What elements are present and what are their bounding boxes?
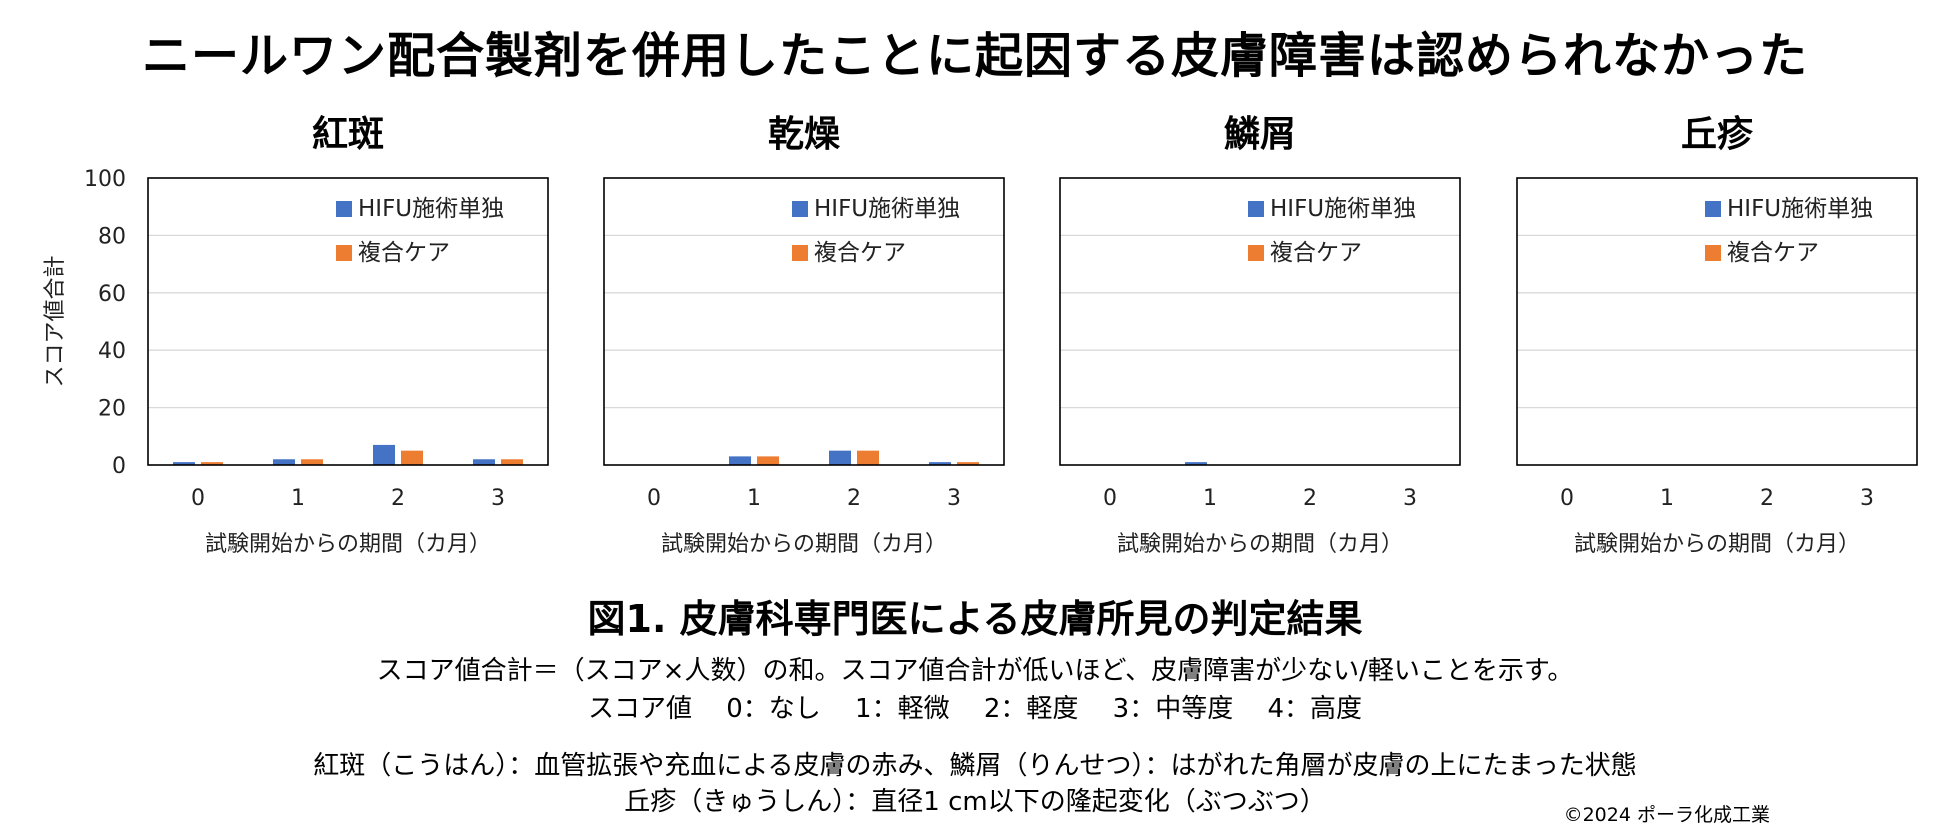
figure-caption: 図1. 皮膚科専門医による皮膚所見の判定結果 xyxy=(587,597,1363,641)
y-axis-label: スコア値合計 xyxy=(43,255,68,387)
plot-frame xyxy=(603,177,1005,466)
x-tick-label: 0 xyxy=(647,486,661,511)
x-tick-label: 0 xyxy=(191,486,205,511)
plot-frame xyxy=(1516,177,1918,466)
x-tick-label: 2 xyxy=(1303,486,1317,511)
x-tick-label: 1 xyxy=(1203,486,1217,511)
bar-1-series-1 xyxy=(1185,462,1207,465)
bar-1-series-2 xyxy=(757,456,779,465)
legend-swatch xyxy=(1705,245,1721,261)
legend-label: 複合ケア xyxy=(814,240,906,266)
bar-2-series-1 xyxy=(373,444,395,465)
plot-frame xyxy=(147,177,549,466)
bar-2-series-1 xyxy=(829,450,851,465)
x-tick-label: 1 xyxy=(747,486,761,511)
bar-1-series-2 xyxy=(301,459,323,465)
x-tick-label: 2 xyxy=(1760,486,1774,511)
x-tick-label: 3 xyxy=(491,486,505,511)
legend-label: HIFU施術単独 xyxy=(358,196,504,222)
legend-label: HIFU施術単独 xyxy=(814,196,960,222)
bar-1-series-1 xyxy=(729,456,751,465)
score-definition-note: スコア値合計＝（スコア×人数）の和。スコア値合計が低いほど、皮膚障害が少ない/軽… xyxy=(376,656,1574,686)
page-title: ニールワン配合製剤を併用したことに起因する皮膚障害は認められなかった xyxy=(141,28,1808,84)
term-definition-note-2: 丘疹（きゅうしん）：直径1 cm以下の隆起変化（ぶつぶつ） xyxy=(624,787,1326,817)
legend-label: 複合ケア xyxy=(358,240,450,266)
y-tick-label: 100 xyxy=(84,167,126,192)
y-tick-label: 60 xyxy=(98,282,126,307)
x-tick-label: 2 xyxy=(847,486,861,511)
bar-1-series-1 xyxy=(273,459,295,465)
legend-swatch xyxy=(336,201,352,217)
bar-0-series-1 xyxy=(173,462,195,465)
legend-swatch xyxy=(792,245,808,261)
x-tick-label: 0 xyxy=(1560,486,1574,511)
bar-2-series-2 xyxy=(857,450,879,465)
x-tick-label: 1 xyxy=(1660,486,1674,511)
score-scale-note: スコア値 0：なし 1：軽微 2：軽度 3：中等度 4：高度 xyxy=(587,694,1363,724)
legend-swatch xyxy=(1705,201,1721,217)
y-tick-label: 40 xyxy=(98,339,126,364)
x-tick-label: 3 xyxy=(947,486,961,511)
bar-2-series-2 xyxy=(401,450,423,465)
panel-title-scaling: 鱗屑 xyxy=(1223,114,1296,155)
legend-swatch xyxy=(336,245,352,261)
bar-3-series-1 xyxy=(929,462,951,465)
x-axis-label: 試験開始からの期間（カ月） xyxy=(1117,532,1403,557)
bar-3-series-1 xyxy=(473,459,495,465)
legend-label: 複合ケア xyxy=(1727,240,1819,266)
plot-frame xyxy=(1059,177,1461,466)
bar-3-series-2 xyxy=(957,462,979,465)
y-tick-label: 80 xyxy=(98,224,126,249)
copyright-text: ©2024 ポーラ化成工業 xyxy=(1563,804,1770,826)
x-tick-label: 3 xyxy=(1403,486,1417,511)
legend-label: HIFU施術単独 xyxy=(1727,196,1873,222)
legend-label: HIFU施術単独 xyxy=(1270,196,1416,222)
bar-3-series-2 xyxy=(501,459,523,465)
legend-swatch xyxy=(1248,201,1264,217)
x-axis-label: 試験開始からの期間（カ月） xyxy=(205,532,491,557)
legend-swatch xyxy=(1248,245,1264,261)
legend-swatch xyxy=(792,201,808,217)
x-axis-label: 試験開始からの期間（カ月） xyxy=(1574,532,1860,557)
panel-title-erythema: 紅斑 xyxy=(311,114,384,155)
legend-label: 複合ケア xyxy=(1270,240,1362,266)
x-tick-label: 0 xyxy=(1103,486,1117,511)
panel-title-dryness: 乾燥 xyxy=(767,114,840,155)
x-tick-label: 1 xyxy=(291,486,305,511)
bar-0-series-2 xyxy=(201,462,223,465)
charts-area: 0 1 2 3試験開始からの期間（カ月）HIFU施術単独複合ケア02040608010… xyxy=(43,167,1918,557)
x-tick-label: 3 xyxy=(1860,486,1874,511)
y-tick-label: 20 xyxy=(98,397,126,422)
x-axis-label: 試験開始からの期間（カ月） xyxy=(661,532,947,557)
y-tick-label: 0 xyxy=(112,454,126,479)
x-tick-label: 2 xyxy=(391,486,405,511)
term-definition-note-1: 紅斑（こうはん）：血管拡張や充血による皮膚の赤み、鱗屑（りんせつ）：はがれた角層… xyxy=(313,751,1637,781)
panel-title-papule: 丘疹 xyxy=(1680,114,1753,155)
